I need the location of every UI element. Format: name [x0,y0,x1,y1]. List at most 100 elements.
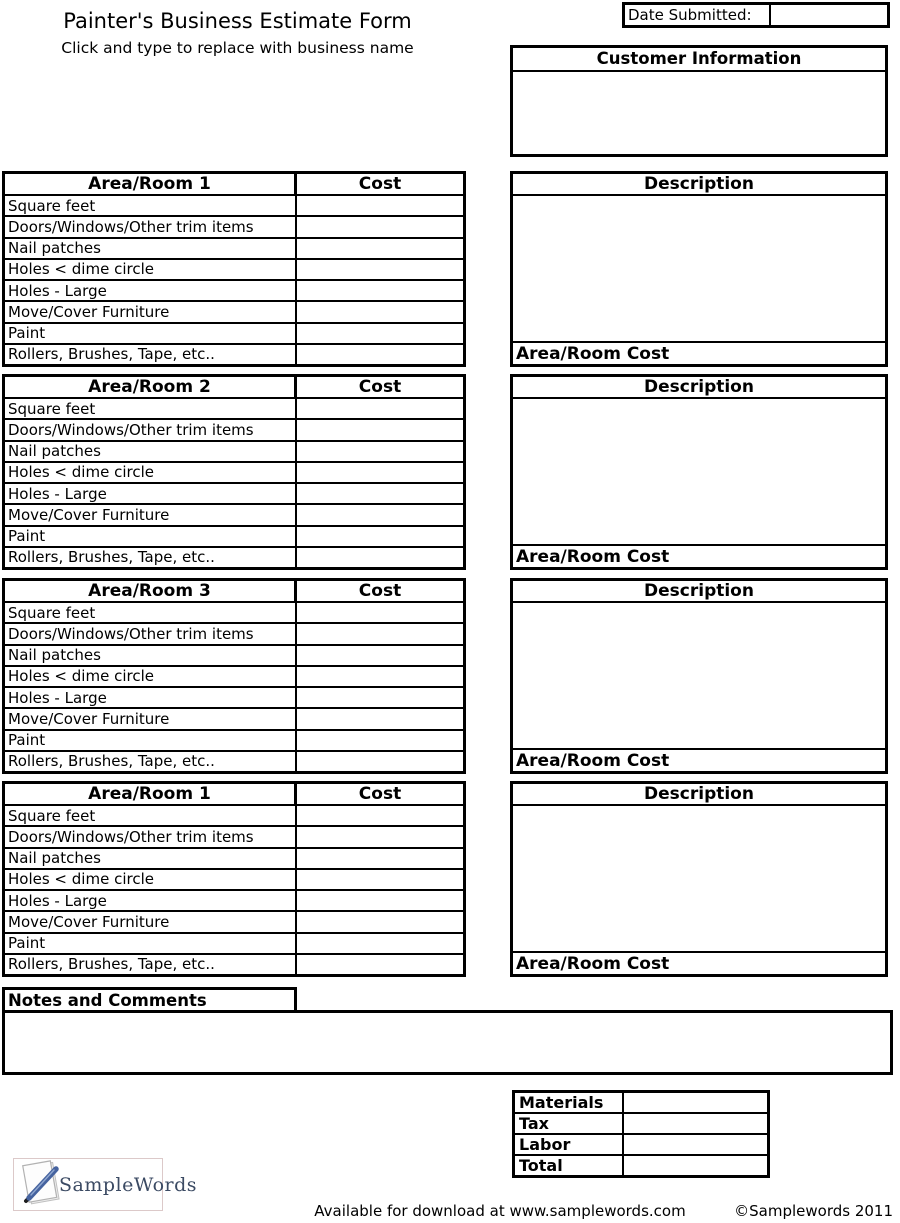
cost-cell[interactable] [297,527,463,546]
area-room-cost-value[interactable] [669,953,885,974]
table-row: Square feet [5,399,463,421]
area-room-cost-label: Area/Room Cost [516,546,670,567]
cost-cell[interactable] [297,934,463,953]
description-box: Description Area/Room Cost [510,171,888,367]
table-row: Square feet [5,603,463,625]
table-row: Holes < dime circle [5,666,463,688]
totals-label-materials: Materials [515,1093,624,1112]
totals-value-materials[interactable] [624,1093,767,1112]
customer-information-header: Customer Information [513,48,885,72]
cost-cell[interactable] [297,463,463,482]
table-row: Paint [5,933,463,955]
row-label: Doors/Windows/Other trim items [5,827,297,847]
cost-cell[interactable] [297,731,463,750]
table-row: Rollers, Brushes, Tape, etc.. [5,547,463,567]
date-submitted-input[interactable] [771,5,887,25]
samplewords-logo: SampleWords [13,1158,197,1211]
cost-cell[interactable] [297,667,463,686]
row-label: Square feet [5,603,297,623]
table-row: Move/Cover Furniture [5,709,463,731]
row-label: Move/Cover Furniture [5,912,297,932]
row-label: Holes - Large [5,688,297,708]
business-name-block[interactable]: Painter's Business Estimate Form Click a… [5,8,470,57]
cost-cell[interactable] [297,646,463,665]
cost-cell[interactable] [297,324,463,343]
cost-cell[interactable] [297,442,463,461]
description-input[interactable] [513,399,885,544]
cost-cell[interactable] [297,302,463,321]
row-label: Rollers, Brushes, Tape, etc.. [5,547,297,567]
room-table-title: Area/Room 1 [5,784,297,804]
cost-cell[interactable] [297,624,463,643]
cost-cell[interactable] [297,806,463,825]
cost-cell[interactable] [297,688,463,707]
cost-cell[interactable] [297,709,463,728]
cost-cell[interactable] [297,217,463,236]
description-input[interactable] [513,196,885,341]
cost-cell[interactable] [297,420,463,439]
table-row: Holes < dime circle [5,869,463,891]
area-room-cost-value[interactable] [669,750,885,771]
cost-cell[interactable] [297,849,463,868]
cost-cell[interactable] [297,399,463,418]
cost-cell[interactable] [297,345,463,364]
page-title: Painter's Business Estimate Form [63,9,412,33]
table-row: Doors/Windows/Other trim items [5,827,463,849]
description-input[interactable] [513,806,885,951]
room-table: Area/Room 2 Cost Square feet Doors/Windo… [2,374,466,570]
cost-cell[interactable] [297,281,463,300]
room-table-title: Area/Room 1 [5,174,297,194]
notes-header: Notes and Comments [2,987,297,1013]
cost-column-header: Cost [358,581,402,601]
row-label: Move/Cover Furniture [5,709,297,729]
table-row: Doors/Windows/Other trim items [5,420,463,442]
download-text: Available for download at www.sampleword… [314,1202,686,1220]
date-submitted-box: Date Submitted: [622,2,890,28]
cost-cell[interactable] [297,548,463,567]
room-group: Area/Room 3 Cost Square feet Doors/Windo… [0,578,900,774]
cost-cell[interactable] [297,260,463,279]
area-room-cost-value[interactable] [669,343,885,364]
cost-cell[interactable] [297,603,463,622]
area-room-cost-value[interactable] [669,546,885,567]
row-label: Rollers, Brushes, Tape, etc.. [5,751,297,771]
row-label: Holes - Large [5,484,297,504]
totals-value-labor[interactable] [624,1135,767,1154]
totals-row: Materials [515,1093,767,1114]
row-label: Doors/Windows/Other trim items [5,420,297,440]
area-room-cost-row: Area/Room Cost [513,341,885,364]
area-room-cost-label: Area/Room Cost [516,343,670,364]
cost-cell[interactable] [297,870,463,889]
row-label: Paint [5,526,297,546]
area-room-cost-label: Area/Room Cost [516,953,670,974]
cost-cell[interactable] [297,891,463,910]
table-row: Paint [5,526,463,548]
totals-value-total[interactable] [624,1156,767,1175]
totals-label-total: Total [515,1156,624,1175]
table-row: Holes - Large [5,688,463,710]
table-row: Doors/Windows/Other trim items [5,624,463,646]
totals-row: Labor [515,1135,767,1156]
table-row: Square feet [5,196,463,218]
totals-value-tax[interactable] [624,1114,767,1133]
totals-row: Tax [515,1114,767,1135]
description-input[interactable] [513,603,885,748]
cost-cell[interactable] [297,912,463,931]
row-label: Rollers, Brushes, Tape, etc.. [5,344,297,364]
row-label: Paint [5,730,297,750]
description-header: Description [513,581,885,603]
description-header: Description [513,784,885,806]
customer-information-input[interactable] [513,72,885,154]
cost-cell[interactable] [297,955,463,974]
cost-cell[interactable] [297,505,463,524]
cost-cell[interactable] [297,827,463,846]
cost-cell[interactable] [297,484,463,503]
business-name-placeholder[interactable]: Click and type to replace with business … [61,39,414,58]
cost-cell[interactable] [297,752,463,771]
notes-input[interactable] [2,1010,893,1075]
cost-cell[interactable] [297,239,463,258]
room-group: Area/Room 1 Cost Square feet Doors/Windo… [0,171,900,367]
description-header: Description [513,377,885,399]
cost-cell[interactable] [297,196,463,215]
